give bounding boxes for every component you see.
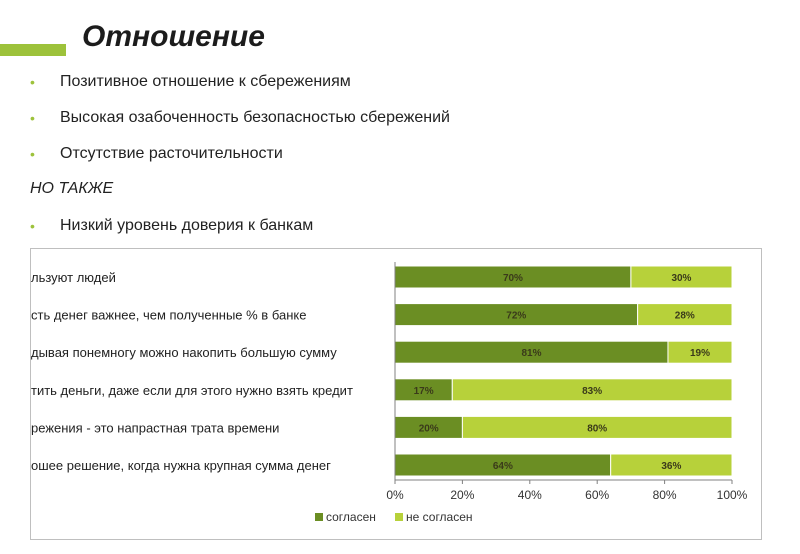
data-label: 20%: [419, 423, 439, 434]
legend-label-disagree: не согласен: [406, 510, 473, 524]
data-label: 17%: [414, 386, 434, 397]
bullet-item: Низкий уровень доверия к банкам: [30, 216, 313, 252]
bar-segment-disagree: [461, 415, 733, 439]
bullet-item: Высокая озабоченность безопасностью сбер…: [30, 108, 450, 144]
category-label: ошее решение, когда нужна крупная сумма …: [31, 458, 331, 473]
x-tick-label: 80%: [653, 488, 677, 502]
data-label: 83%: [582, 386, 602, 397]
accent-bar: [0, 44, 66, 56]
category-label: сть денег важнее, чем полученные % в бан…: [31, 308, 306, 323]
x-tick-label: 100%: [717, 488, 748, 502]
category-label: льзуют людей: [31, 270, 116, 285]
bar-segment-disagree: [637, 303, 733, 327]
category-label: дывая понемногу можно накопить большую с…: [31, 345, 337, 360]
bullet-list: Позитивное отношение к сбережениям Высок…: [30, 72, 450, 180]
stacked-bar-chart: льзуют людей 70% 30% сть денег важнее, чем …: [31, 262, 748, 524]
bullet-item: Позитивное отношение к сбережениям: [30, 72, 450, 108]
legend-swatch-agree: [315, 513, 323, 521]
bullet-item: Отсутствие расточительности: [30, 144, 450, 180]
data-label: 19%: [690, 348, 710, 359]
x-tick-label: 20%: [450, 488, 474, 502]
bullet-list-2: Низкий уровень доверия к банкам: [30, 216, 313, 252]
bar-segment-disagree: [667, 340, 733, 364]
note-text: НО ТАКЖЕ: [30, 180, 114, 197]
slide-title: Отношение: [82, 20, 265, 53]
data-label: 30%: [671, 273, 691, 284]
data-label: 80%: [587, 423, 607, 434]
data-label: 72%: [506, 311, 526, 322]
category-label: режения - это напрастная трата времени: [31, 420, 279, 435]
bar-segment-disagree: [610, 453, 733, 477]
data-label: 36%: [661, 461, 681, 472]
data-label: 81%: [521, 348, 541, 359]
bar-segment-disagree: [630, 265, 733, 289]
chart-frame: льзуют людей 70% 30% сть денег важнее, чем …: [30, 248, 762, 540]
x-tick-label: 0%: [386, 488, 404, 502]
x-tick-label: 40%: [518, 488, 542, 502]
data-label: 28%: [675, 311, 695, 322]
category-label: тить деньги, даже если для этого нужно в…: [31, 383, 353, 398]
data-label: 70%: [503, 273, 523, 284]
legend-swatch-disagree: [395, 513, 403, 521]
x-tick-label: 60%: [585, 488, 609, 502]
legend-label-agree: согласен: [326, 510, 376, 524]
bar-segment-disagree: [451, 378, 733, 402]
data-label: 64%: [493, 461, 513, 472]
